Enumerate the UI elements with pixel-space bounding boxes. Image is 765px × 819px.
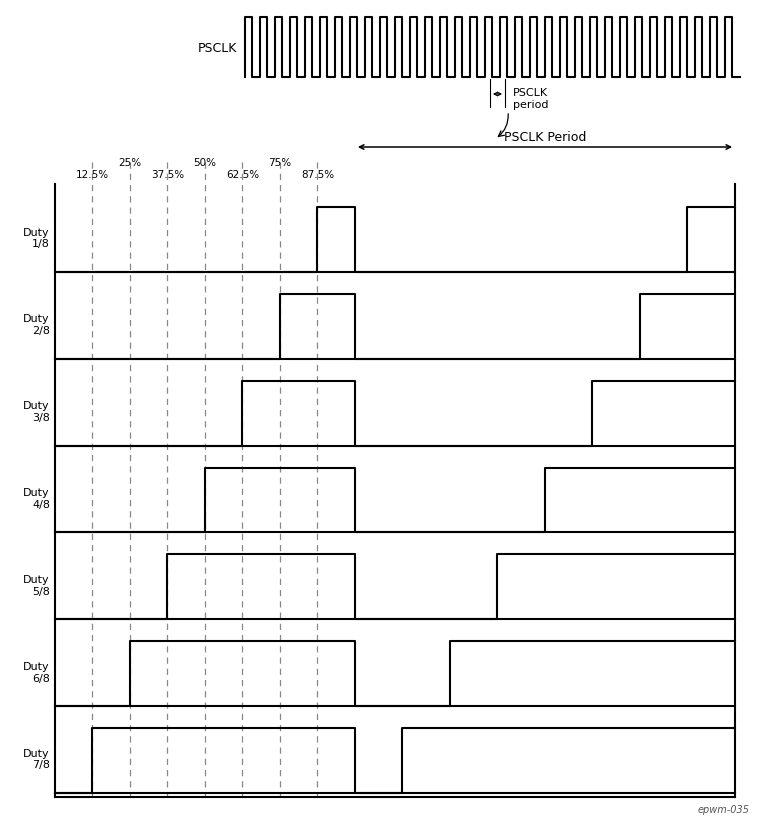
Text: Duty
6/8: Duty 6/8 xyxy=(24,661,50,683)
Text: 62.5%: 62.5% xyxy=(226,170,259,180)
Text: PSCLK
period: PSCLK period xyxy=(513,88,549,111)
Text: Duty
2/8: Duty 2/8 xyxy=(24,314,50,336)
Text: Duty
7/8: Duty 7/8 xyxy=(24,748,50,769)
Text: 87.5%: 87.5% xyxy=(301,170,334,180)
Text: Duty
4/8: Duty 4/8 xyxy=(24,487,50,509)
Text: 25%: 25% xyxy=(119,158,142,168)
Text: 50%: 50% xyxy=(194,158,216,168)
Text: 12.5%: 12.5% xyxy=(76,170,109,180)
Text: Duty
1/8: Duty 1/8 xyxy=(24,228,50,249)
Text: Duty
5/8: Duty 5/8 xyxy=(24,574,50,596)
Text: PSCLK Period: PSCLK Period xyxy=(504,131,586,144)
Text: Duty
3/8: Duty 3/8 xyxy=(24,400,50,423)
Text: epwm-035: epwm-035 xyxy=(698,804,750,814)
Text: 75%: 75% xyxy=(269,158,291,168)
Text: 37.5%: 37.5% xyxy=(151,170,184,180)
Text: PSCLK: PSCLK xyxy=(197,42,237,54)
